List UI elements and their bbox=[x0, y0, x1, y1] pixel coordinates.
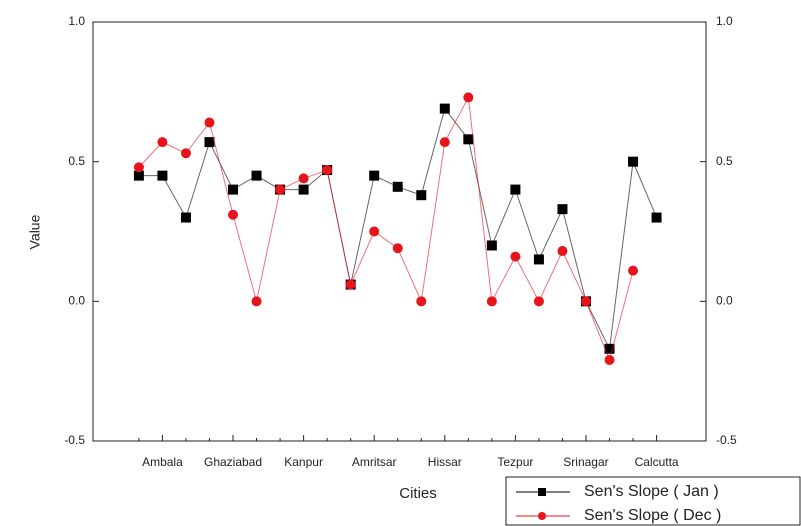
y2-tick-label: 0.5 bbox=[716, 154, 733, 168]
x-tick-label: Tezpur bbox=[497, 455, 533, 469]
marker bbox=[651, 212, 662, 223]
legend-marker bbox=[538, 488, 546, 496]
marker bbox=[369, 170, 380, 181]
marker bbox=[251, 170, 262, 181]
marker bbox=[628, 265, 639, 276]
y-axis-label: Value bbox=[27, 214, 43, 249]
marker bbox=[416, 296, 427, 307]
marker bbox=[204, 117, 215, 128]
legend-label: Sen's Slope ( Dec ) bbox=[584, 507, 721, 524]
y-tick-label: -0.5 bbox=[64, 433, 85, 447]
x-tick-label: Srinagar bbox=[563, 455, 608, 469]
x-tick-label: Calcutta bbox=[635, 455, 679, 469]
marker bbox=[345, 279, 356, 290]
marker bbox=[157, 137, 168, 148]
marker bbox=[322, 165, 333, 176]
x-tick-label: Ghaziabad bbox=[204, 455, 262, 469]
marker bbox=[392, 243, 403, 254]
marker bbox=[510, 251, 521, 262]
marker bbox=[557, 204, 568, 215]
marker bbox=[604, 343, 615, 354]
marker bbox=[298, 184, 309, 195]
legend-box bbox=[505, 476, 801, 526]
marker bbox=[392, 181, 403, 192]
marker bbox=[533, 296, 544, 307]
marker bbox=[557, 246, 568, 257]
marker bbox=[486, 240, 497, 251]
marker bbox=[298, 173, 309, 184]
marker bbox=[204, 137, 215, 148]
x-tick-label: Hissar bbox=[428, 455, 462, 469]
x-tick-label: Kanpur bbox=[284, 455, 323, 469]
marker bbox=[463, 134, 474, 145]
marker bbox=[180, 148, 191, 159]
series-line bbox=[138, 107, 658, 351]
x-tick-label: Ambala bbox=[142, 455, 183, 469]
plot-frame bbox=[92, 21, 707, 442]
x-axis-label: Cities bbox=[399, 485, 437, 502]
marker bbox=[580, 296, 591, 307]
marker bbox=[133, 162, 144, 173]
y2-tick-label: 1.0 bbox=[716, 14, 733, 28]
marker bbox=[533, 254, 544, 265]
series-line bbox=[138, 95, 634, 362]
y2-tick-label: 0.0 bbox=[716, 294, 733, 308]
marker bbox=[439, 103, 450, 114]
legend-marker bbox=[538, 512, 546, 520]
y-tick-label: 0.0 bbox=[68, 294, 85, 308]
marker bbox=[510, 184, 521, 195]
x-tick-label: Amritsar bbox=[352, 455, 397, 469]
marker bbox=[228, 209, 239, 220]
y-tick-label: 1.0 bbox=[68, 14, 85, 28]
marker bbox=[628, 156, 639, 167]
marker bbox=[463, 92, 474, 103]
y2-tick-label: -0.5 bbox=[716, 433, 737, 447]
marker bbox=[228, 184, 239, 195]
marker bbox=[180, 212, 191, 223]
marker bbox=[486, 296, 497, 307]
y-tick-label: 0.5 bbox=[68, 154, 85, 168]
marker bbox=[157, 170, 168, 181]
marker bbox=[604, 354, 615, 365]
marker bbox=[416, 190, 427, 201]
marker bbox=[133, 170, 144, 181]
marker bbox=[439, 137, 450, 148]
legend-label: Sen's Slope ( Jan ) bbox=[584, 483, 719, 500]
marker bbox=[369, 226, 380, 237]
marker bbox=[275, 184, 286, 195]
marker bbox=[251, 296, 262, 307]
